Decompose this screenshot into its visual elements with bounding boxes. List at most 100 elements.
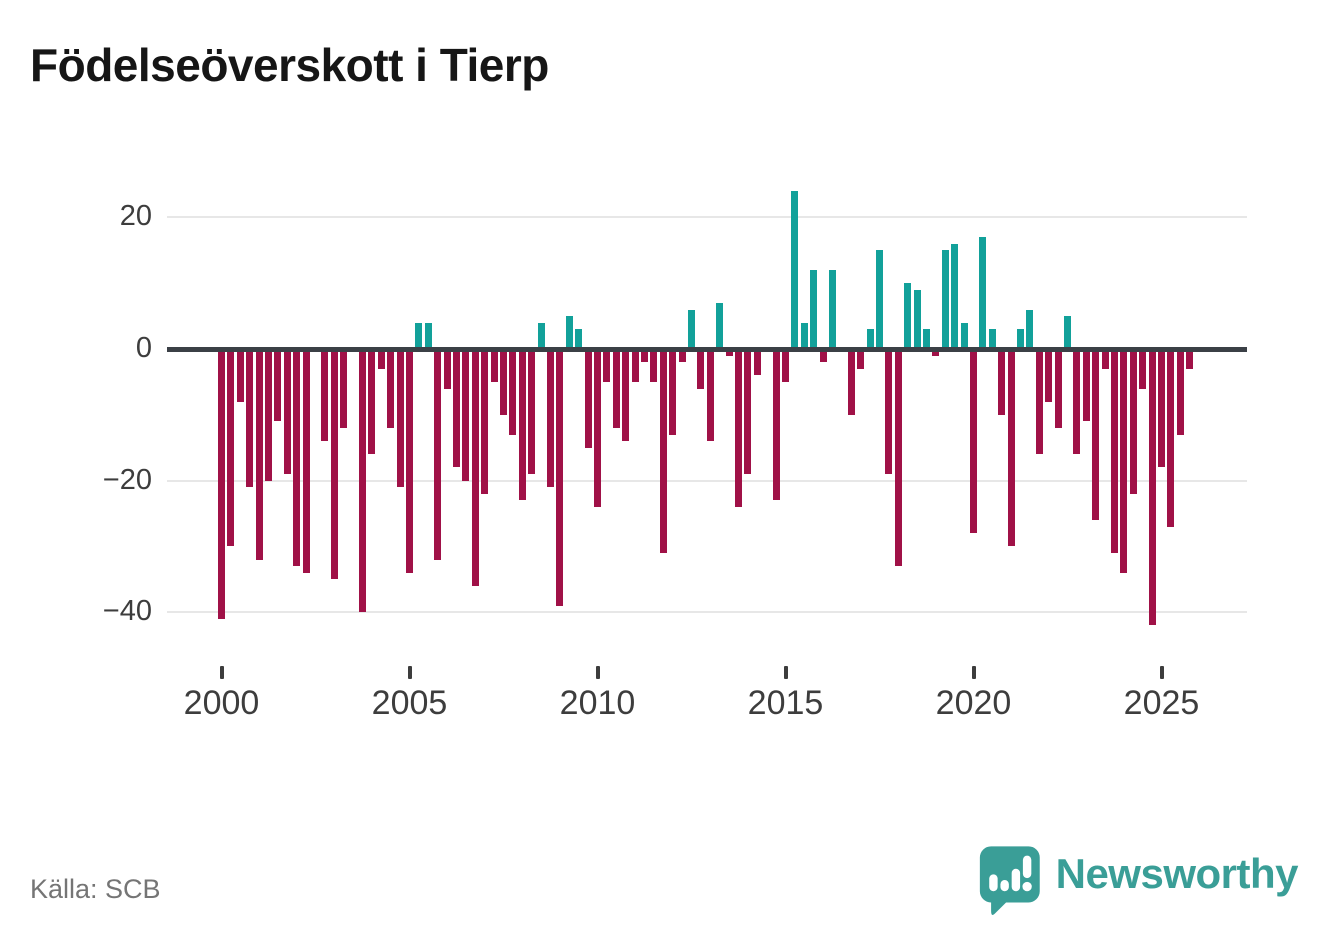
bar-negative: [1035, 349, 1043, 455]
y-axis-tick-label: 0: [135, 332, 152, 364]
bar-negative: [1007, 349, 1015, 547]
bar-negative: [340, 349, 348, 428]
bar-negative: [932, 349, 940, 356]
bar-positive: [829, 270, 836, 349]
bar-negative: [274, 349, 282, 422]
bar-negative: [359, 349, 366, 613]
bar-positive: [1026, 309, 1034, 349]
bar-negative: [387, 349, 395, 428]
logo-exclamation-stem: [1022, 855, 1032, 879]
bar-negative: [490, 349, 498, 382]
bar-negative: [462, 349, 470, 481]
bar-negative: [631, 349, 639, 382]
bar-negative: [406, 349, 413, 573]
newsworthy-logo-icon: [979, 846, 1040, 916]
bar-negative: [302, 349, 310, 573]
bar-positive: [941, 250, 949, 349]
bar-negative: [1101, 349, 1109, 369]
bar-negative: [744, 349, 752, 474]
bar-negative: [443, 349, 451, 389]
logo-bar-3: [1011, 868, 1021, 892]
bar-positive: [415, 322, 423, 349]
bar-negative: [1054, 349, 1062, 428]
bar-negative: [471, 349, 479, 586]
y-axis-tick-label: 20: [119, 200, 152, 233]
bar-positive: [424, 322, 432, 349]
bar-negative: [706, 349, 714, 442]
bar-negative: [998, 349, 1006, 415]
bar-negative: [236, 349, 244, 402]
x-axis-tick-label: 2005: [371, 684, 448, 722]
bar-positive: [791, 191, 799, 349]
bar-negative: [1082, 349, 1090, 422]
bar-negative: [434, 349, 442, 560]
bar-negative: [227, 349, 235, 547]
bar-negative: [246, 349, 254, 488]
bar-negative: [1092, 349, 1100, 521]
bar-positive: [537, 322, 545, 349]
bar-negative: [1111, 349, 1118, 553]
bar-negative: [725, 349, 733, 356]
x-axis-zero-line: [167, 346, 1247, 352]
bar-negative: [782, 349, 789, 382]
bar-negative: [1139, 349, 1147, 389]
x-axis-tick: [1159, 666, 1164, 679]
bar-negative: [622, 349, 630, 442]
bar-negative: [594, 349, 601, 507]
logo-exclamation-dot: [1022, 881, 1032, 892]
bar-negative: [603, 349, 611, 382]
bar-positive: [565, 316, 573, 349]
bar-negative: [772, 349, 780, 501]
y-axis-tick-label: −40: [102, 595, 152, 628]
bar-positive: [575, 329, 583, 349]
bar-negative: [857, 349, 865, 369]
bar-negative: [1186, 349, 1194, 369]
bar-positive: [688, 309, 695, 349]
bar-negative: [1176, 349, 1184, 435]
bar-negative: [547, 349, 554, 488]
x-axis-tick: [971, 666, 976, 679]
bar-negative: [1120, 349, 1128, 573]
bar-positive: [876, 250, 883, 349]
bar-negative: [218, 349, 225, 619]
x-axis-tick: [783, 666, 788, 679]
x-axis-tick-label: 2010: [559, 684, 636, 722]
bar-negative: [283, 349, 291, 474]
bar-positive: [716, 302, 724, 349]
bar-positive: [866, 329, 874, 349]
bar-negative: [641, 349, 648, 363]
bar-positive: [988, 329, 996, 349]
x-axis-tick: [595, 666, 600, 679]
bar-negative: [1073, 349, 1081, 455]
bar-negative: [669, 349, 677, 435]
bar-negative: [819, 349, 827, 363]
y-axis-tick-label: −20: [102, 463, 152, 496]
bar-positive: [904, 283, 912, 349]
bar-negative: [1167, 349, 1175, 527]
bar-negative: [697, 349, 705, 389]
bar-negative: [556, 349, 564, 606]
bar-negative: [265, 349, 272, 481]
bar-negative: [650, 349, 658, 382]
gridline: [167, 611, 1247, 614]
bar-negative: [293, 349, 301, 567]
x-axis-tick-label: 2015: [747, 684, 824, 722]
bar-positive: [960, 322, 968, 349]
bar-negative: [1129, 349, 1137, 494]
x-axis-tick: [219, 666, 224, 679]
gridline: [167, 479, 1247, 482]
bar-positive: [979, 237, 987, 349]
bar-negative: [255, 349, 263, 560]
logo-bar-1: [989, 874, 998, 892]
bar-negative: [500, 349, 507, 415]
bar-positive: [1017, 329, 1024, 349]
bar-positive: [951, 243, 959, 349]
bar-negative: [330, 349, 338, 580]
bar-negative: [377, 349, 385, 369]
bar-negative: [1045, 349, 1053, 402]
bar-negative: [847, 349, 855, 415]
bar-negative: [753, 349, 761, 376]
bar-negative: [735, 349, 742, 507]
bar-positive: [913, 289, 921, 349]
